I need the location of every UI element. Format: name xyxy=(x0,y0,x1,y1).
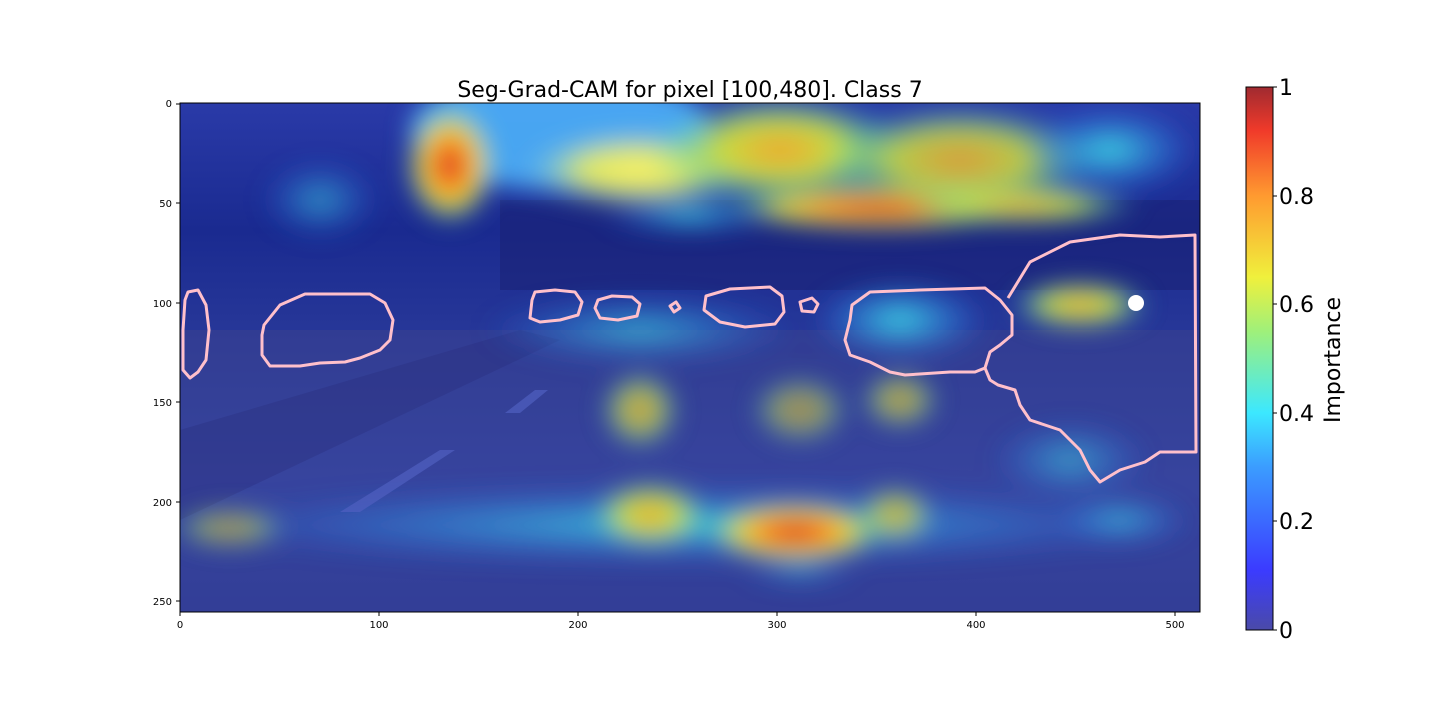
image-frame xyxy=(179,102,1201,613)
colorbar-tick-label: 0.8 xyxy=(1279,185,1314,210)
y-axis: 0 50 100 150 200 250 xyxy=(153,99,180,608)
colorbar-tick-label: 1 xyxy=(1279,76,1293,101)
contour-car-right xyxy=(983,233,1198,484)
y-tick-label: 0 xyxy=(166,99,172,110)
colorbar-tick-label: 0 xyxy=(1279,619,1293,644)
contour-car-left xyxy=(260,292,395,368)
heatmap-image xyxy=(180,103,1200,612)
colorbar-tick-label: 0.4 xyxy=(1279,402,1314,427)
contour-small-5 xyxy=(798,296,820,314)
contour-small-1 xyxy=(528,288,584,324)
contour-left-edge xyxy=(181,288,211,380)
x-tick-label: 500 xyxy=(1165,620,1184,631)
y-tick-label: 200 xyxy=(153,498,172,509)
contour-small-2 xyxy=(593,294,642,322)
target-pixel-marker xyxy=(1128,295,1144,311)
colorbar-tick-label: 0.6 xyxy=(1279,293,1314,318)
y-tick-label: 50 xyxy=(159,199,172,210)
y-tick-label: 250 xyxy=(153,597,172,608)
y-tick-label: 150 xyxy=(153,398,172,409)
x-axis: 0 100 200 300 400 500 xyxy=(177,612,1185,631)
colorbar: 0 0.2 0.4 0.6 0.8 1 Importance xyxy=(1245,76,1346,644)
x-tick-label: 200 xyxy=(568,620,587,631)
x-tick-label: 0 xyxy=(177,620,183,631)
contour-small-3 xyxy=(668,300,682,314)
colorbar-gradient xyxy=(1245,86,1274,631)
colorbar-label: Importance xyxy=(1321,297,1346,423)
colorbar-tick-label: 0.2 xyxy=(1279,510,1314,535)
x-tick-label: 100 xyxy=(369,620,388,631)
contour-small-4 xyxy=(702,285,786,329)
x-tick-label: 400 xyxy=(966,620,985,631)
y-tick-label: 100 xyxy=(153,299,172,310)
x-tick-label: 300 xyxy=(767,620,786,631)
figure-title: Seg-Grad-CAM for pixel [100,480]. Class … xyxy=(457,78,922,103)
segmentation-contours xyxy=(181,233,1198,484)
